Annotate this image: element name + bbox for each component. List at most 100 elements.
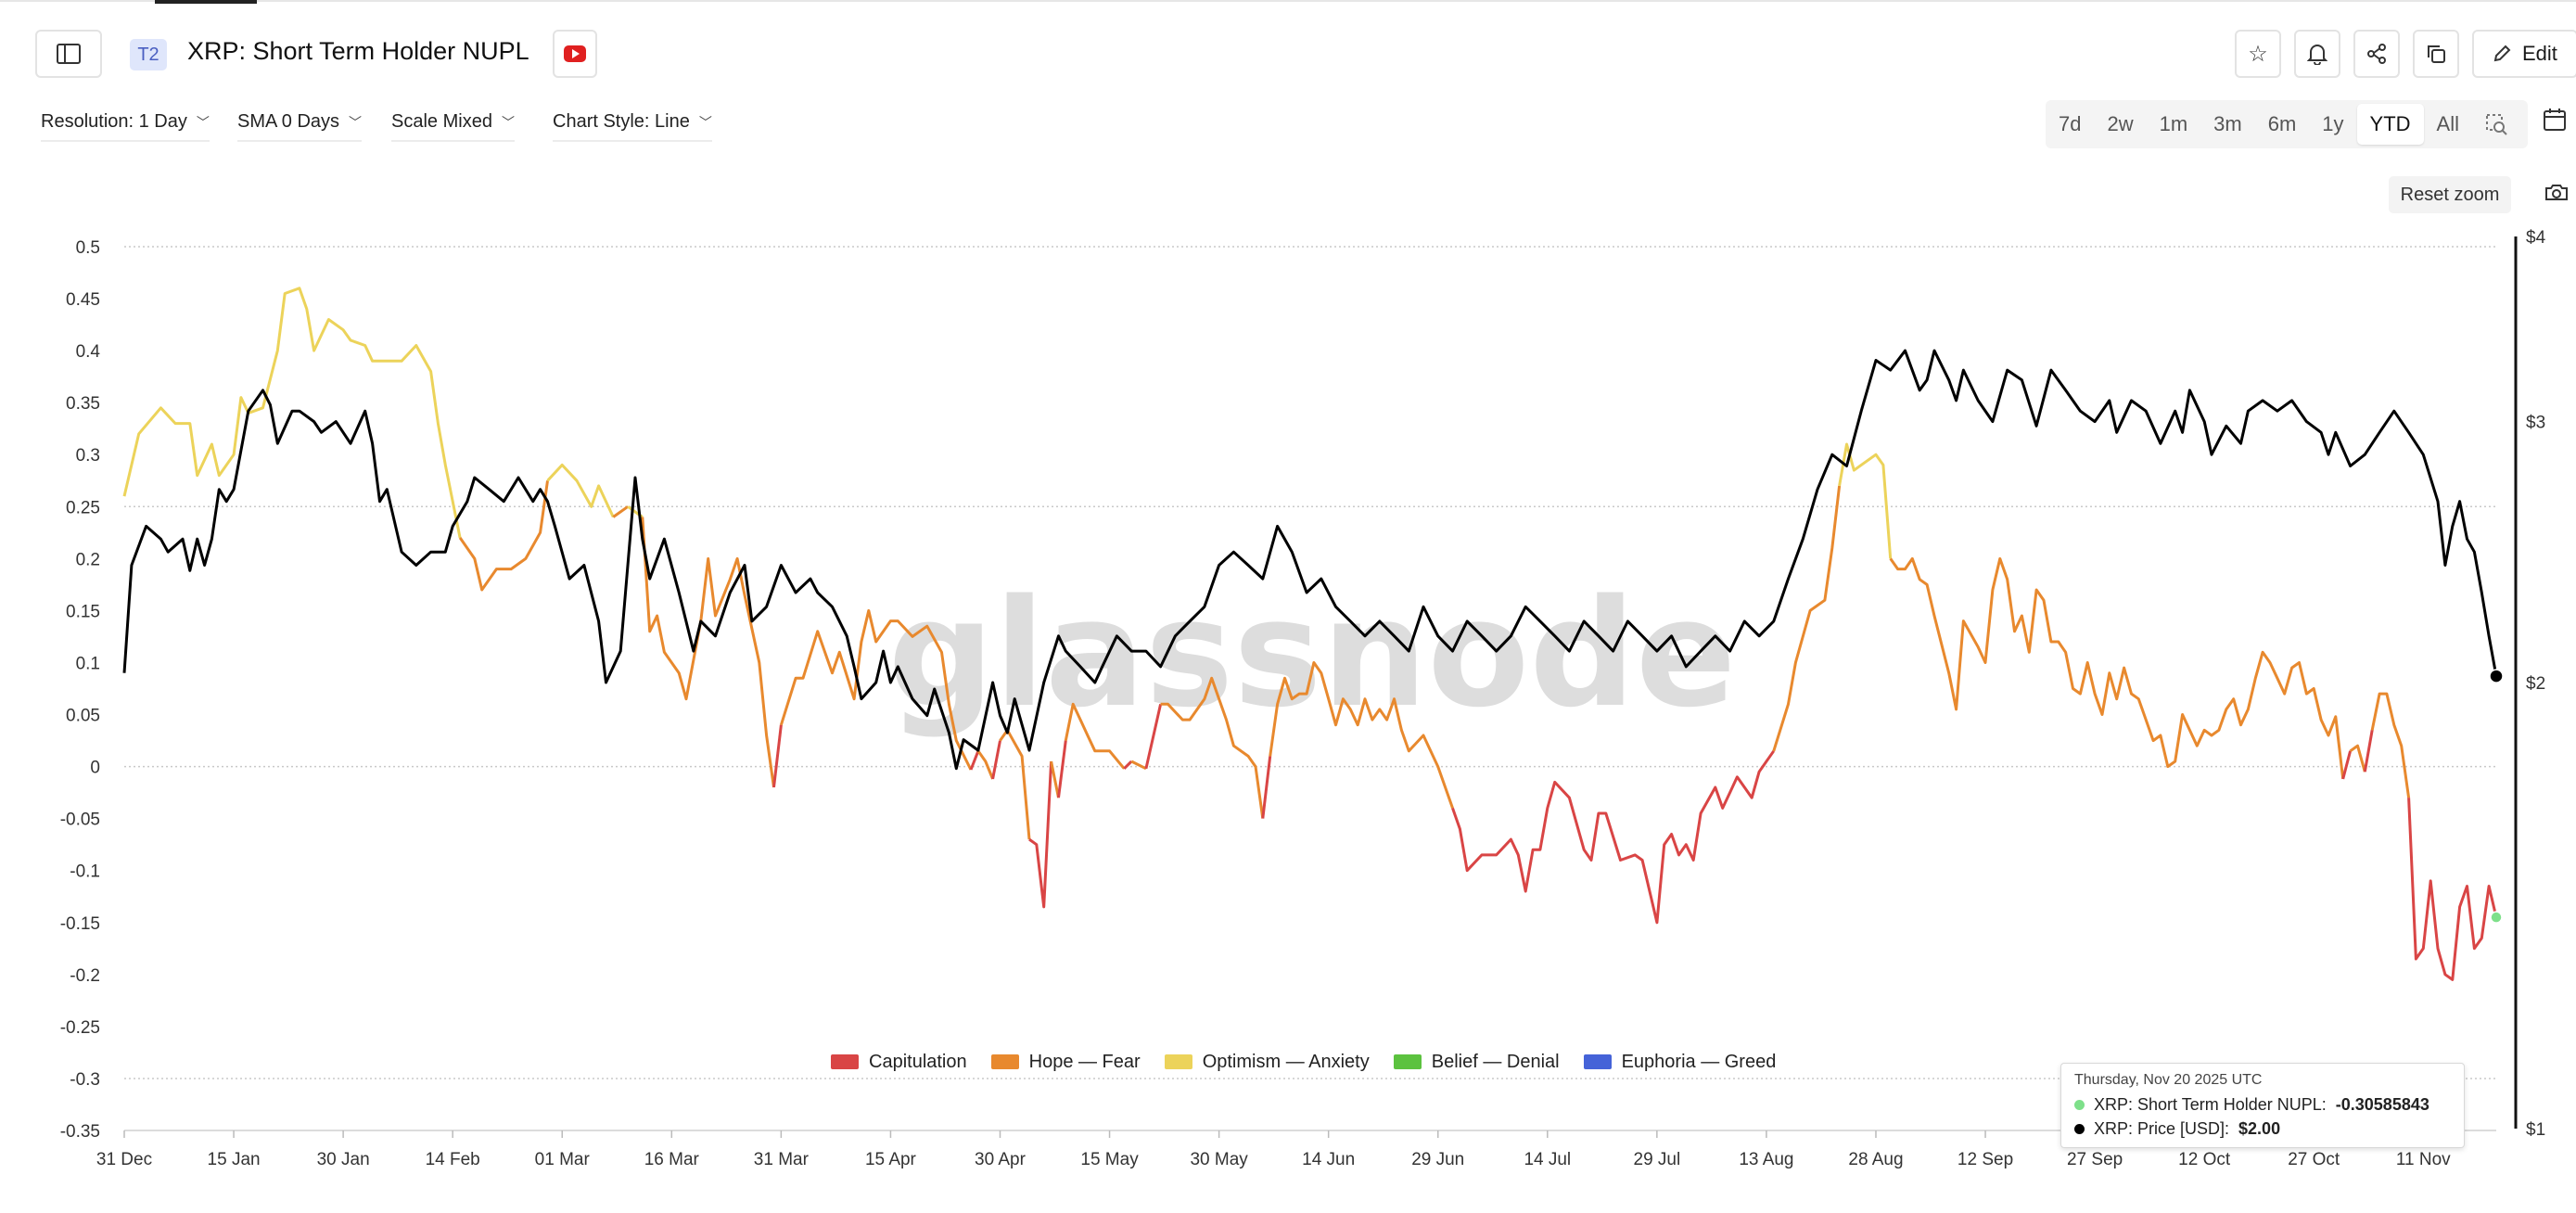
range-7d[interactable]: 7d: [2059, 112, 2082, 135]
nupl-segment: [779, 608, 973, 771]
right-axis: $4 $3 $2 $1: [2514, 228, 2546, 1140]
nupl-segment: [1144, 703, 1163, 770]
youtube-icon: [564, 45, 586, 62]
tooltip-date: Thursday, Nov 20 2025 UTC: [2074, 1072, 2263, 1088]
y-tick-label: 0.35: [66, 394, 100, 414]
nupl-segment: [1064, 702, 1126, 770]
price-hover-marker: [2489, 669, 2504, 683]
x-tick-label: 29 Jun: [1411, 1150, 1464, 1169]
page-title: XRP: Short Term Holder NUPL: [187, 37, 529, 65]
legend-item-hope-fear[interactable]: Hope — Fear: [990, 1051, 1141, 1073]
sma-dropdown[interactable]: SMA 0 Days ﹀: [237, 111, 363, 142]
price-series: [122, 349, 2498, 771]
y-tick-label: -0.1: [70, 862, 100, 882]
legend-swatch: [1164, 1054, 1192, 1069]
y-tick-label: 0.3: [76, 446, 100, 466]
resolution-label: Resolution: 1 Day: [41, 111, 187, 132]
x-tick-label: 30 Apr: [975, 1150, 1027, 1169]
legend-item-belief-denial[interactable]: Belief — Denial: [1393, 1052, 1560, 1073]
pencil-icon: [2493, 45, 2511, 62]
nupl-segment: [641, 517, 775, 788]
x-tick-label: 15 Apr: [865, 1150, 917, 1169]
x-tick-label: 31 Mar: [754, 1150, 810, 1169]
range-2w[interactable]: 2w: [2107, 112, 2134, 135]
chevron-down-icon: ﹀: [196, 114, 210, 130]
nupl-segment: [122, 287, 462, 539]
share-icon: [2367, 44, 2386, 64]
legend-item-euphoria-greed[interactable]: Euphoria — Greed: [1583, 1052, 1776, 1073]
nupl-segment: [1057, 740, 1067, 798]
reset-zoom-button[interactable]: Reset zoom: [2389, 176, 2511, 213]
range-ytd[interactable]: YTD: [2356, 104, 2424, 145]
top-divider: [0, 0, 2576, 9]
tooltip-dot: [2074, 1100, 2085, 1110]
sidebar-icon: [57, 44, 81, 64]
y-tick-label: 0.05: [66, 707, 100, 726]
legend-item-optimism-anxiety[interactable]: Optimism — Anxiety: [1164, 1052, 1370, 1073]
tooltip-nupl-label: XRP: Short Term Holder NUPL:: [2094, 1095, 2327, 1114]
resolution-dropdown[interactable]: Resolution: 1 Day ﹀: [41, 111, 210, 142]
time-range-selector: 7d 2w 1m 3m 6m 1y YTD All: [2046, 100, 2528, 148]
nupl-segment: [1028, 760, 1053, 909]
sidebar-toggle-button[interactable]: [35, 30, 102, 78]
legend-item-capitulation[interactable]: Capitulation: [831, 1052, 967, 1073]
nupl-segment: [991, 740, 1001, 780]
share-button[interactable]: [2353, 30, 2400, 78]
range-1y[interactable]: 1y: [2322, 112, 2344, 135]
x-tick-label: 30 May: [1190, 1150, 1248, 1169]
nupl-segment: [2370, 692, 2411, 798]
nupl-segment: [458, 480, 549, 592]
range-6m[interactable]: 6m: [2267, 112, 2297, 135]
nupl-segment: [976, 749, 994, 780]
legend-swatch: [1583, 1054, 1612, 1069]
x-tick-label: 01 Mar: [535, 1150, 591, 1169]
nupl-segment: [2341, 750, 2353, 780]
y-tick-label: 0.25: [66, 498, 100, 517]
x-tick-label: 14 Feb: [426, 1150, 480, 1169]
y-right-tick-label: $1: [2526, 1120, 2545, 1140]
x-tick-label: 15 May: [1080, 1150, 1139, 1169]
x-tick-label: 28 Aug: [1848, 1150, 1903, 1169]
range-all[interactable]: All: [2436, 112, 2459, 135]
x-tick-label: 31 Dec: [96, 1150, 152, 1169]
y-tick-label: -0.25: [60, 1018, 100, 1038]
range-1m[interactable]: 1m: [2159, 112, 2188, 135]
nupl-segment: [2363, 730, 2374, 772]
edit-button[interactable]: Edit: [2472, 30, 2576, 78]
y-tick-label: 0.1: [76, 654, 100, 673]
nupl-segment: [1261, 756, 1272, 819]
scale-dropdown[interactable]: Scale Mixed ﹀: [391, 111, 515, 142]
chart-style-dropdown[interactable]: Chart Style: Line ﹀: [553, 111, 712, 142]
duplicate-button[interactable]: [2413, 30, 2459, 78]
video-button[interactable]: [553, 30, 597, 78]
date-picker-button[interactable]: [2543, 108, 2576, 141]
nupl-segment: [1838, 442, 1893, 559]
zoom-select-button[interactable]: [2472, 104, 2520, 145]
chevron-down-icon: ﹀: [349, 114, 363, 130]
favorite-button[interactable]: ☆: [2235, 30, 2281, 78]
screenshot-button[interactable]: [2544, 182, 2570, 208]
y-tick-label: 0.5: [76, 238, 100, 258]
scale-label: Scale Mixed: [391, 111, 492, 132]
tooltip-nupl-value: -0.30585843: [2335, 1095, 2429, 1114]
y-right-tick-label: $3: [2526, 414, 2545, 433]
nupl-segment: [772, 724, 783, 788]
y-tick-label: -0.35: [60, 1122, 100, 1142]
sma-label: SMA 0 Days: [237, 111, 340, 132]
copy-icon: [2428, 45, 2445, 63]
alert-button[interactable]: [2294, 30, 2340, 78]
legend-label: Hope — Fear: [1028, 1051, 1141, 1072]
legend-label: Capitulation: [869, 1051, 967, 1072]
y-tick-label: -0.3: [70, 1070, 100, 1090]
chevron-down-icon: ﹀: [698, 114, 712, 130]
nupl-segment: [969, 750, 980, 771]
y-tick-label: 0.45: [66, 290, 100, 310]
range-3m[interactable]: 3m: [2213, 112, 2242, 135]
nupl-segment: [546, 463, 615, 518]
y-tick-label: 0.15: [66, 602, 100, 621]
watermark-text: glassnode: [888, 567, 1737, 740]
nupl-segment: [1889, 556, 2345, 780]
y-tick-label: -0.2: [70, 966, 100, 986]
y-tick-label: 0.4: [76, 342, 101, 362]
